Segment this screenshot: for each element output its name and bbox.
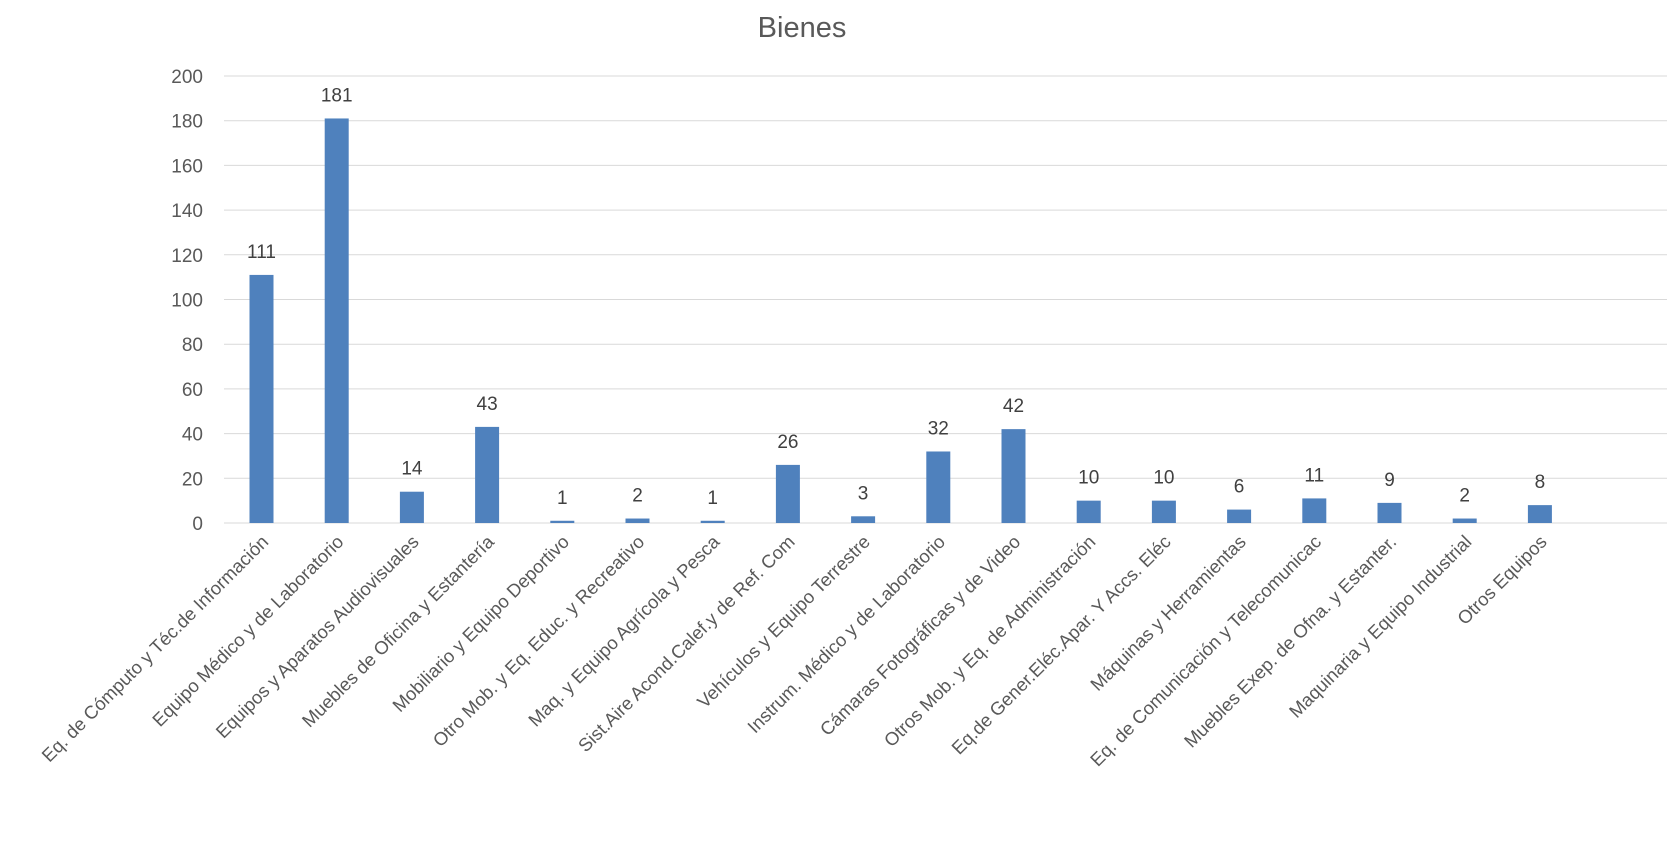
data-label: 111 bbox=[247, 242, 276, 263]
bar bbox=[324, 118, 349, 523]
bars bbox=[249, 118, 1552, 523]
bar bbox=[1076, 500, 1101, 523]
data-label: 42 bbox=[1003, 396, 1024, 417]
y-tick-label: 200 bbox=[171, 67, 203, 88]
bar bbox=[1452, 518, 1477, 523]
y-tick-label: 60 bbox=[182, 380, 203, 401]
bar bbox=[1527, 505, 1552, 523]
data-label: 1 bbox=[707, 488, 718, 509]
data-label: 11 bbox=[1304, 465, 1324, 486]
bar bbox=[1001, 429, 1026, 523]
data-label: 1 bbox=[557, 488, 568, 509]
data-label: 181 bbox=[321, 85, 353, 106]
bar bbox=[775, 464, 800, 523]
data-label: 43 bbox=[477, 394, 498, 415]
bar bbox=[550, 520, 575, 523]
bar bbox=[1302, 498, 1327, 523]
data-label: 14 bbox=[401, 459, 423, 480]
data-label: 3 bbox=[858, 483, 869, 504]
y-tick-label: 0 bbox=[192, 514, 203, 535]
data-label: 26 bbox=[777, 432, 798, 453]
y-tick-label: 180 bbox=[171, 112, 203, 133]
bar bbox=[851, 516, 876, 523]
bar bbox=[249, 274, 274, 523]
y-tick-label: 80 bbox=[182, 335, 203, 356]
bar bbox=[700, 520, 725, 523]
y-tick-label: 20 bbox=[182, 469, 203, 490]
bar bbox=[1227, 509, 1252, 523]
x-axis-category-labels: Eq. de Cómputo y Téc.de InformaciónEquip… bbox=[37, 530, 1550, 770]
y-tick-label: 100 bbox=[171, 291, 203, 312]
data-label: 10 bbox=[1153, 468, 1174, 489]
bar bbox=[399, 491, 424, 523]
y-tick-label: 40 bbox=[182, 425, 203, 446]
gridlines bbox=[224, 75, 1667, 524]
data-label: 8 bbox=[1535, 472, 1546, 493]
data-label: 6 bbox=[1234, 477, 1245, 498]
bar bbox=[625, 518, 650, 523]
y-tick-label: 140 bbox=[171, 201, 203, 222]
bar bbox=[1377, 502, 1402, 523]
data-label: 2 bbox=[1459, 486, 1470, 507]
data-label: 9 bbox=[1384, 470, 1395, 491]
chart-title: Bienes bbox=[758, 12, 847, 44]
bar bbox=[926, 451, 951, 523]
bar bbox=[475, 426, 500, 523]
y-tick-label: 160 bbox=[171, 156, 203, 177]
bar bbox=[1151, 500, 1176, 523]
y-tick-label: 120 bbox=[171, 246, 203, 267]
data-label: 32 bbox=[928, 418, 949, 439]
data-label: 2 bbox=[632, 486, 643, 507]
x-category-label: Máquinas y Herramientas bbox=[1086, 531, 1250, 695]
y-axis-tick-labels: 0 20 40 60 80 100 120 140 160 180 200 bbox=[171, 67, 203, 535]
data-label: 10 bbox=[1078, 468, 1099, 489]
data-labels: 111 181 14 43 1 2 1 26 3 32 42 10 10 6 11 9 2 8 bbox=[247, 85, 1545, 508]
